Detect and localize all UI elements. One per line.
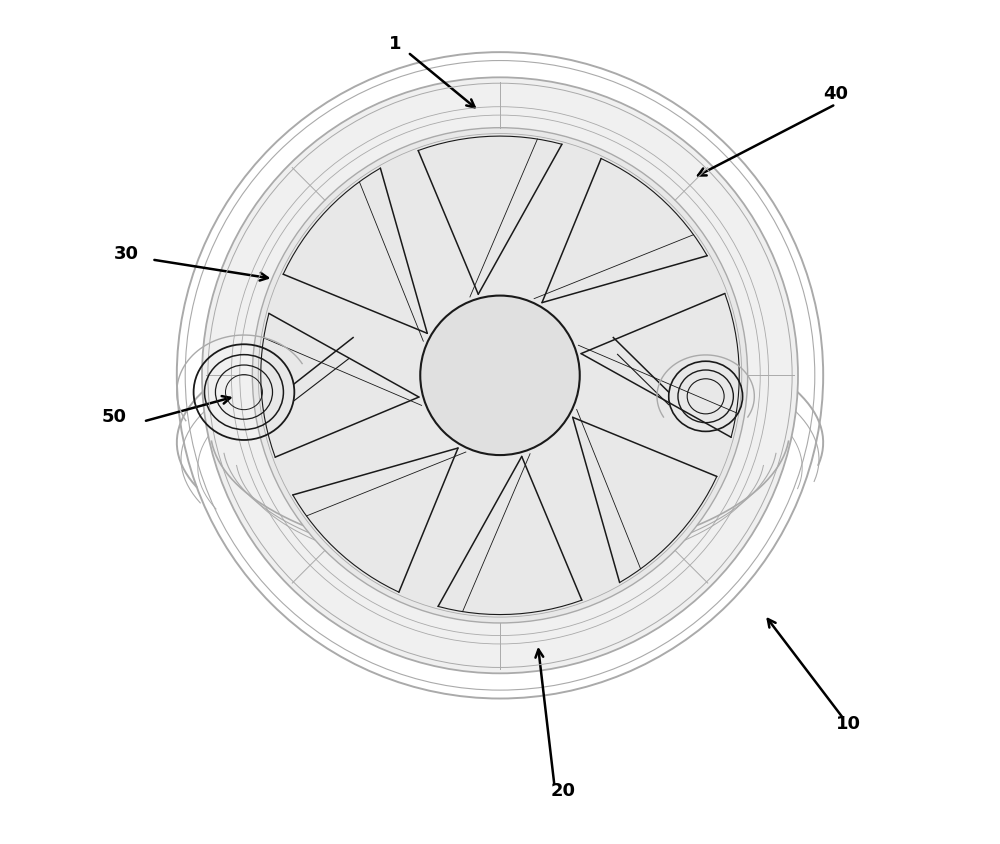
Ellipse shape [202,78,798,674]
Ellipse shape [420,296,580,456]
Text: 40: 40 [823,85,848,103]
Text: 20: 20 [550,782,575,799]
Text: 50: 50 [101,408,126,426]
Text: 30: 30 [114,245,139,262]
Text: 10: 10 [836,714,861,732]
Ellipse shape [177,53,823,699]
Ellipse shape [252,128,748,623]
Text: 1: 1 [389,35,401,53]
